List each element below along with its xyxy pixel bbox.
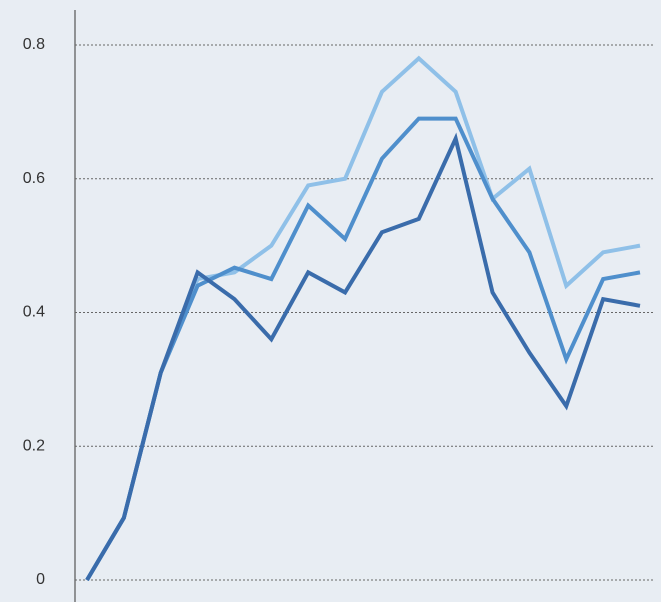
y-tick-label: 0.4 [23, 304, 45, 321]
series-line [85, 132, 641, 582]
y-tick-label: 0 [36, 571, 45, 588]
series-line [85, 116, 641, 582]
y-tick-label: 0.6 [23, 170, 45, 187]
y-tick-label: 0.2 [23, 437, 45, 454]
y-tick-label: 0.8 [23, 36, 45, 53]
